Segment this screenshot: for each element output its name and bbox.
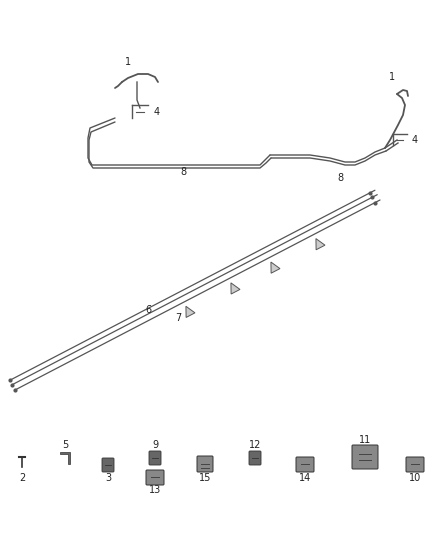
Text: 13: 13 xyxy=(149,485,161,495)
FancyBboxPatch shape xyxy=(149,451,161,465)
Text: 7: 7 xyxy=(175,313,181,323)
Text: 6: 6 xyxy=(146,305,152,315)
Text: 15: 15 xyxy=(199,473,211,483)
Text: 8: 8 xyxy=(337,173,343,183)
Text: 12: 12 xyxy=(249,440,261,450)
Text: 1: 1 xyxy=(125,57,131,67)
Text: 3: 3 xyxy=(105,473,111,483)
FancyBboxPatch shape xyxy=(197,456,213,472)
FancyBboxPatch shape xyxy=(146,470,164,485)
Text: 10: 10 xyxy=(409,473,421,483)
FancyBboxPatch shape xyxy=(296,457,314,472)
FancyBboxPatch shape xyxy=(352,445,378,469)
Text: 5: 5 xyxy=(62,440,68,450)
Text: 9: 9 xyxy=(152,440,158,450)
Text: 2: 2 xyxy=(19,473,25,483)
Text: 4: 4 xyxy=(412,135,418,145)
Polygon shape xyxy=(186,306,195,318)
Text: 8: 8 xyxy=(180,167,186,177)
FancyBboxPatch shape xyxy=(102,458,114,472)
Text: 1: 1 xyxy=(389,72,395,82)
Polygon shape xyxy=(316,239,325,250)
FancyBboxPatch shape xyxy=(406,457,424,472)
Polygon shape xyxy=(271,262,280,273)
Text: 4: 4 xyxy=(154,107,160,117)
Text: 11: 11 xyxy=(359,435,371,445)
FancyBboxPatch shape xyxy=(249,451,261,465)
Text: 14: 14 xyxy=(299,473,311,483)
Polygon shape xyxy=(60,452,70,464)
Polygon shape xyxy=(231,283,240,294)
